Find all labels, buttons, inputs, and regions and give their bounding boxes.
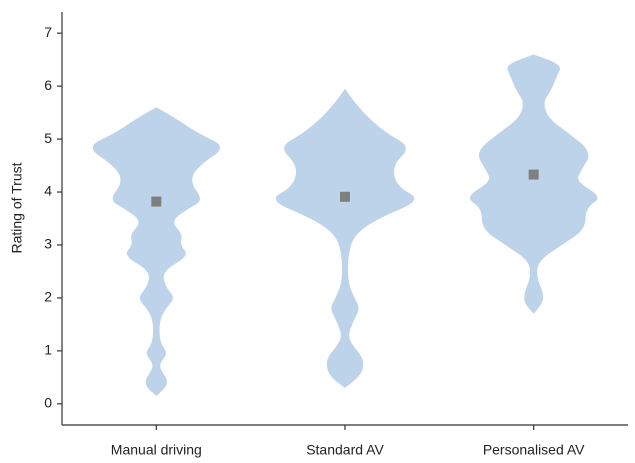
violin <box>275 88 415 388</box>
y-tick-label: 1 <box>44 342 52 358</box>
x-tick-label: Manual driving <box>111 442 202 458</box>
y-tick-label: 7 <box>44 24 52 40</box>
x-tick-label: Standard AV <box>306 442 384 458</box>
y-tick-label: 3 <box>44 236 52 252</box>
y-tick-label: 4 <box>44 183 52 199</box>
y-tick-label: 0 <box>44 395 52 411</box>
violin <box>469 54 598 314</box>
mean-marker <box>151 196 162 207</box>
mean-marker <box>528 169 539 180</box>
y-axis-label: Rating of Trust <box>9 162 25 253</box>
x-tick-label: Personalised AV <box>483 442 585 458</box>
violin <box>92 107 221 396</box>
y-tick-label: 6 <box>44 77 52 93</box>
y-tick-label: 2 <box>44 289 52 305</box>
mean-marker <box>340 191 350 202</box>
y-tick-label: 5 <box>44 130 52 146</box>
